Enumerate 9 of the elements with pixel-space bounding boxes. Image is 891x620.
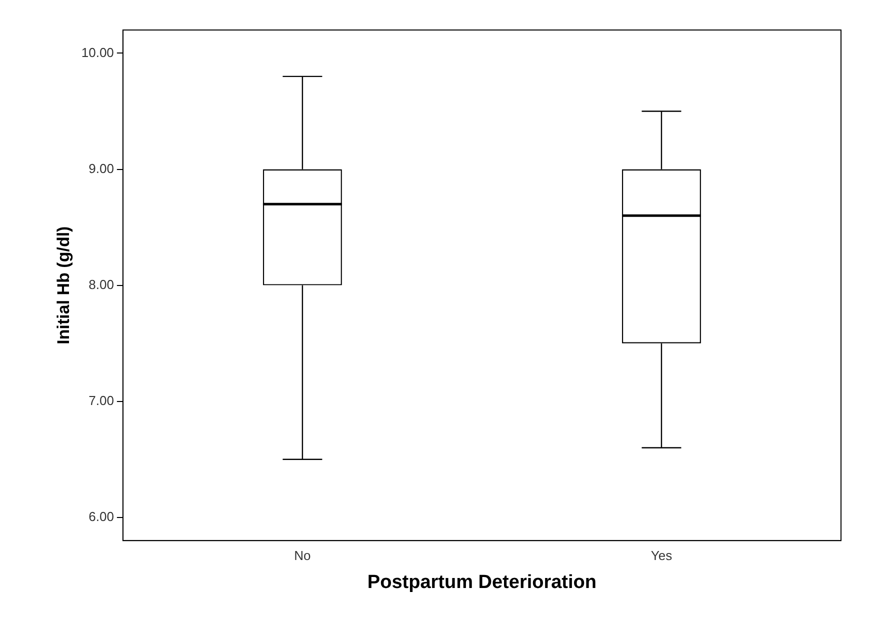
x-axis-title: Postpartum Deterioration: [367, 572, 597, 593]
x-tick-label: Yes: [650, 548, 673, 563]
y-tick-label: 6.00: [88, 508, 114, 524]
y-tick-label: 7.00: [88, 392, 114, 408]
y-tick-label: 10.00: [81, 44, 114, 60]
y-axis-title: Initial Hb (g/dl): [54, 226, 73, 344]
y-tick-label: 8.00: [88, 276, 114, 292]
x-tick-label: No: [294, 548, 311, 563]
y-tick-label: 9.00: [88, 160, 114, 176]
